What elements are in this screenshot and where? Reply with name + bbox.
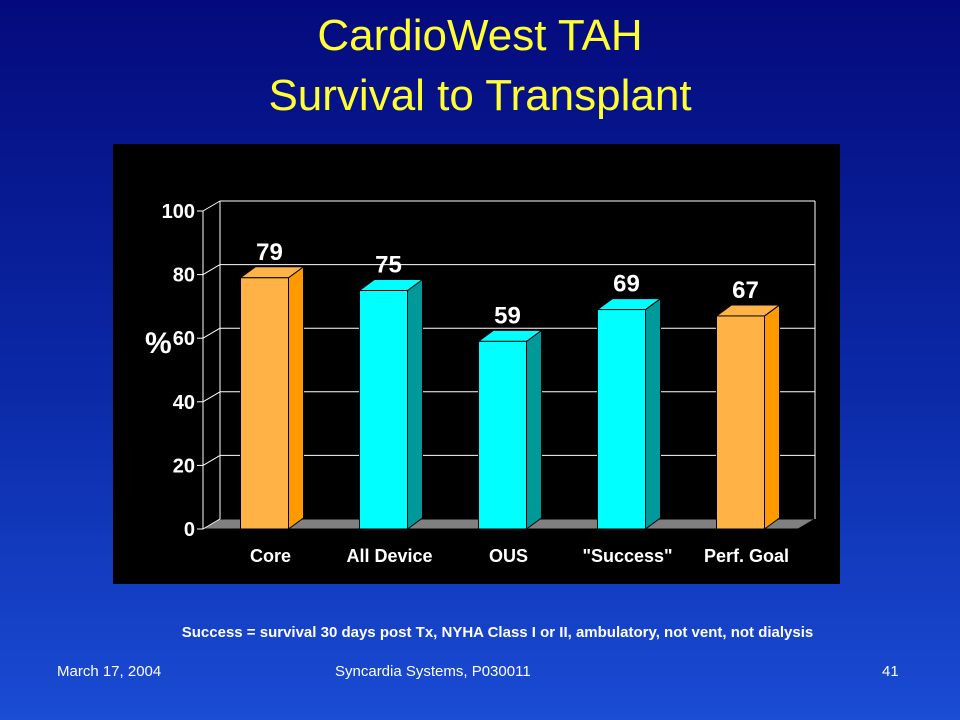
x-category-label: OUS <box>489 546 528 566</box>
bar-chart-svg: 0 20 40 60 80 100% 79 Core 75 All Device 59 OUS 69 "S… <box>145 200 817 566</box>
bar-value-label: 75 <box>375 252 402 279</box>
x-category-label: "Success" <box>582 546 672 566</box>
bar-side <box>407 278 423 530</box>
bar-side <box>288 265 304 530</box>
footer-page-number: 41 <box>882 663 899 680</box>
bar <box>716 315 765 530</box>
side-gridline <box>202 454 221 466</box>
x-category-label: Core <box>250 546 291 566</box>
bar-side <box>764 303 780 530</box>
bar-side <box>645 297 661 530</box>
y-tick-label: 0 <box>184 519 195 541</box>
bar <box>478 340 527 530</box>
x-category-label: Perf. Goal <box>704 546 789 566</box>
footer-date: March 17, 2004 <box>57 663 162 680</box>
bar-side <box>526 329 542 530</box>
side-gridline <box>202 391 221 403</box>
y-axis-label: % <box>145 327 172 360</box>
x-category-label: All Device <box>346 546 432 566</box>
footer-company: Syncardia Systems, P030011 <box>335 663 531 680</box>
bar <box>240 277 289 530</box>
side-gridline <box>202 518 221 530</box>
y-tick-label: 60 <box>173 328 195 350</box>
y-tick-label: 80 <box>173 265 195 287</box>
success-footnote: Success = survival 30 days post Tx, NYHA… <box>181 624 814 641</box>
y-tick-label: 40 <box>173 392 195 414</box>
side-gridline <box>202 200 221 212</box>
slide-title-line2: Survival to Transplant <box>268 71 692 120</box>
side-gridline <box>202 327 221 339</box>
bar-value-label: 69 <box>613 271 640 298</box>
bar <box>597 309 646 530</box>
bar-value-label: 67 <box>732 277 759 304</box>
bar-value-label: 59 <box>494 302 521 329</box>
bar-chart: 0 20 40 60 80 100% 79 Core 75 All Device 59 OUS 69 "S… <box>113 144 840 584</box>
y-tick-label: 100 <box>162 201 195 223</box>
bar <box>359 290 408 530</box>
side-gridline <box>202 264 221 276</box>
bar-value-label: 79 <box>256 239 283 266</box>
slide-title-line1: CardioWest TAH <box>317 11 643 60</box>
y-tick-label: 20 <box>173 455 195 477</box>
